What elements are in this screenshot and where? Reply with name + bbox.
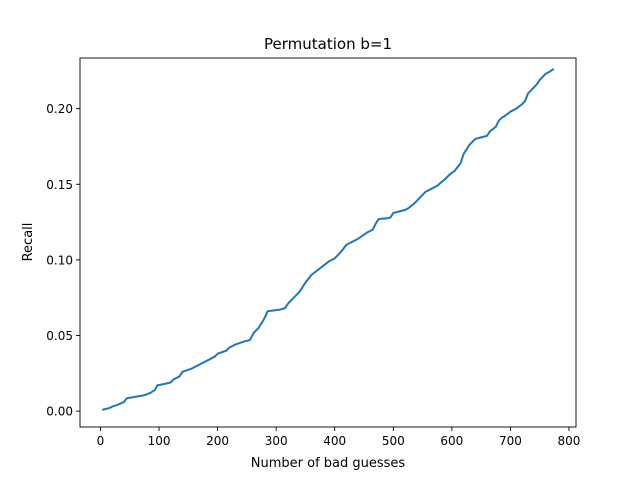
- y-tick-label: 0.15: [46, 178, 73, 192]
- x-tick-label: 100: [148, 434, 171, 448]
- y-tick-label: 0.05: [46, 329, 73, 343]
- x-tick-label: 400: [323, 434, 346, 448]
- series-line-0: [101, 68, 555, 411]
- x-tick-label: 0: [97, 434, 105, 448]
- x-tick-label: 800: [558, 434, 581, 448]
- axes-frame: [79, 57, 577, 428]
- x-tick-label: 700: [499, 434, 522, 448]
- plot-area: [101, 68, 555, 411]
- y-tick-label: 0.20: [46, 102, 73, 116]
- y-axis-label: Recall: [21, 223, 36, 262]
- x-tick-label: 200: [206, 434, 229, 448]
- x-axis-label: Number of bad guesses: [251, 456, 406, 471]
- y-axis: 0.00 0.05 0.10 0.15 0.20: [46, 102, 80, 419]
- y-tick-label: 0.00: [46, 405, 73, 419]
- y-tick-label: 0.10: [46, 253, 73, 267]
- chart-title: Permutation b=1: [264, 35, 392, 53]
- x-tick-label: 300: [265, 434, 288, 448]
- x-tick-label: 500: [382, 434, 405, 448]
- x-tick-label: 600: [440, 434, 463, 448]
- x-axis: 0 100 200 300 400 500 600 700 800: [97, 427, 581, 448]
